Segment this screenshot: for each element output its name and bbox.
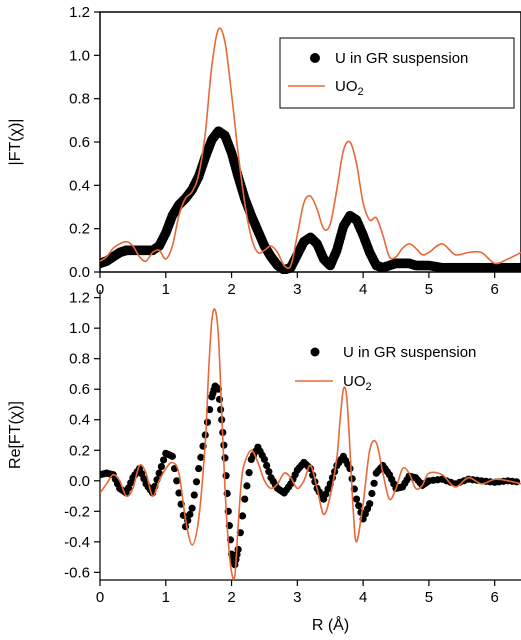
y-tick-label: 1.0 [69,320,90,337]
data-point [168,452,176,460]
plot-area [100,308,521,581]
data-point [221,454,229,462]
data-point [234,545,242,554]
data-point [192,478,201,486]
chart-panel-bottom: -0.6 -0.4 -0.2 0.0 0.2 0.4 0.6 0.8 1.0 1.2 0 1 2 3 4 5 6… [7,290,521,634]
y-tick-label: 0.8 [69,351,90,368]
series-uo2-line [100,308,521,581]
data-point [155,469,163,477]
x-tick-label: 4 [359,281,367,298]
x-tick-label: 1 [162,281,170,298]
legend: U in GR suspension UO2 [279,37,515,109]
chart-panel-top: 0.0 0.2 0.4 0.6 0.8 1.0 1.2 0 1 2 3 4 5 6 |FT(χ)| U in … [7,4,521,298]
data-point [195,464,203,473]
data-point [175,489,183,497]
series-u-in-gr-suspension [100,126,521,274]
legend-label: UO2 [335,78,364,98]
x-tick-label: 5 [425,281,433,298]
legend: U in GR suspension UO2 [295,344,476,393]
y-tick-label: 0.0 [69,473,90,490]
data-point [366,500,374,508]
x-tick-label: 0 [96,589,104,606]
x-tick-label: 2 [227,589,235,606]
data-point [346,464,354,473]
x-tick-label: 6 [491,589,499,606]
data-point [157,462,165,471]
x-tick-label: 6 [491,281,499,298]
legend-label: U in GR suspension [343,344,476,361]
x-tick-label: 5 [425,589,433,606]
y-tick-label: 1.2 [69,290,90,307]
legend-box [279,37,515,109]
data-point [188,504,196,512]
x-tick-label: 3 [293,589,301,606]
legend-label: UO2 [343,373,372,393]
data-point [516,262,521,273]
data-point [355,502,363,510]
y-tick-label: 0.0 [69,264,90,281]
data-point [368,489,376,498]
data-point [263,461,271,470]
x-tick-label: 2 [227,281,235,298]
y-tick-label: -0.2 [64,503,90,520]
y-tick-label: 0.2 [69,221,90,238]
data-point [190,491,198,499]
data-point [245,469,253,477]
series-u-in-gr-suspension [100,382,521,569]
legend-marker [310,53,320,63]
data-point [265,468,273,476]
legend-marker [310,347,320,357]
y-tick-label: 0.6 [69,381,90,398]
y-tick-label: 0.8 [69,91,90,108]
y-tick-label: -0.4 [64,534,90,551]
data-point [173,477,181,485]
y-tick-label: 0.4 [69,177,90,194]
x-tick-label: 4 [359,589,367,606]
data-point [203,418,212,426]
y-tick-label: 1.0 [69,47,90,64]
y-tick-label: 1.2 [69,4,90,21]
x-tick-label: 3 [293,281,301,298]
x-tick-label: 0 [96,281,104,298]
y-tick-label: 0.6 [69,134,90,151]
data-point [241,495,249,503]
data-point [243,482,251,490]
y-tick-label: 0.2 [69,442,90,459]
y-axis-title: |FT(χ)| [7,119,24,166]
y-tick-label: 0.4 [69,412,90,429]
y-tick-label: -0.6 [64,564,90,581]
data-point [352,495,361,503]
series-uo2-line [100,27,521,270]
data-point [260,455,269,464]
y-axis-title: Re[FT(χ)] [7,401,24,469]
x-axis-title: R (Å) [312,615,349,634]
data-point [216,405,225,414]
data-point [197,453,205,461]
legend-label: U in GR suspension [335,50,468,67]
data-point [238,512,247,520]
data-point [159,456,168,464]
plot-area [100,27,521,274]
data-point [186,510,194,518]
x-tick-label: 1 [162,589,170,606]
data-point [370,479,378,487]
